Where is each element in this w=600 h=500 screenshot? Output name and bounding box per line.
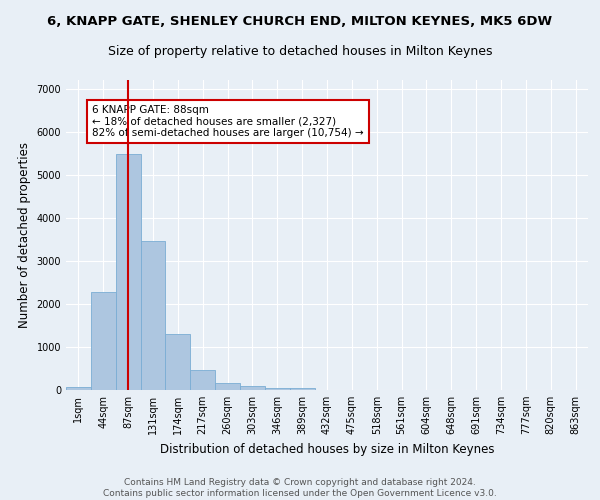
Bar — [290, 388, 314, 390]
Text: Contains HM Land Registry data © Crown copyright and database right 2024.
Contai: Contains HM Land Registry data © Crown c… — [103, 478, 497, 498]
Bar — [91, 292, 116, 390]
Bar — [190, 370, 215, 390]
Bar — [140, 242, 166, 390]
Y-axis label: Number of detached properties: Number of detached properties — [18, 142, 31, 328]
Bar — [66, 386, 91, 390]
Text: 6, KNAPP GATE, SHENLEY CHURCH END, MILTON KEYNES, MK5 6DW: 6, KNAPP GATE, SHENLEY CHURCH END, MILTO… — [47, 15, 553, 28]
Text: Size of property relative to detached houses in Milton Keynes: Size of property relative to detached ho… — [108, 45, 492, 58]
Bar — [215, 383, 240, 390]
Bar — [166, 334, 190, 390]
X-axis label: Distribution of detached houses by size in Milton Keynes: Distribution of detached houses by size … — [160, 442, 494, 456]
Bar — [116, 154, 140, 390]
Text: 6 KNAPP GATE: 88sqm
← 18% of detached houses are smaller (2,327)
82% of semi-det: 6 KNAPP GATE: 88sqm ← 18% of detached ho… — [92, 105, 364, 138]
Bar — [240, 386, 265, 390]
Bar — [265, 388, 290, 390]
